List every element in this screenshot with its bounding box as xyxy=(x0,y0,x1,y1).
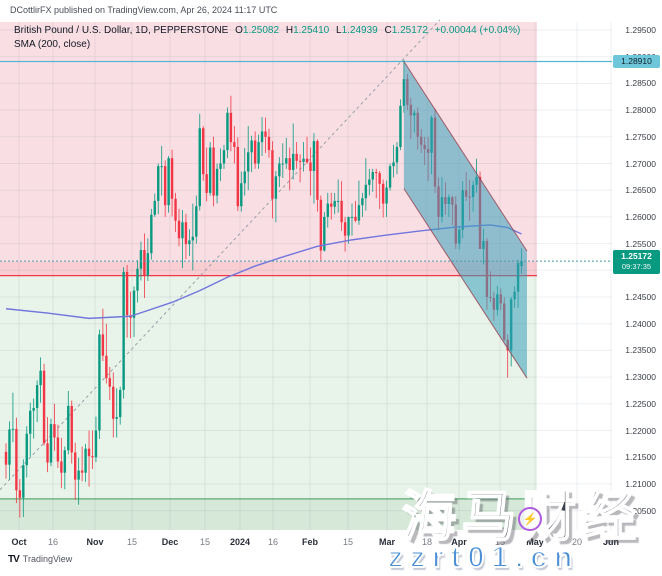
ohlc-high-value: 1.25410 xyxy=(293,25,330,36)
ohlc-high-label: H xyxy=(285,25,294,36)
price-axis-label: 1.28500 xyxy=(625,78,656,89)
time-axis-label: Apr xyxy=(451,537,467,547)
ohlc-low-label: L xyxy=(336,25,342,36)
time-axis-label: 15 xyxy=(199,537,211,547)
time-axis-label: Mar xyxy=(378,537,396,547)
indicator-legend-sma[interactable]: SMA (200, close) xyxy=(14,39,91,50)
price-axis-label: 1.22500 xyxy=(625,398,656,409)
price-axis-label: 1.22000 xyxy=(625,425,656,436)
price-axis-label: 1.27500 xyxy=(625,131,656,142)
time-axis-label: 15 xyxy=(126,537,138,547)
price-axis-label: 1.28000 xyxy=(625,105,656,116)
price-axis-label: 1.26000 xyxy=(625,211,656,222)
price-axis-label: 1.27000 xyxy=(625,158,656,169)
channel-lower-line xyxy=(403,188,528,379)
support-band xyxy=(0,498,537,530)
ohlc-open-value: 1.25082 xyxy=(242,25,280,36)
price-axis-label: 1.21500 xyxy=(625,452,656,463)
change-value: +0.00044 (+0.04%) xyxy=(434,25,521,36)
ohlc-close-value: 1.25172 xyxy=(391,25,428,36)
tradingview-logo-icon: TV xyxy=(8,554,20,565)
time-axis-label: 15 xyxy=(494,537,506,547)
symbol-title[interactable]: British Pound / U.S. Dollar, 1D, PEPPERS… xyxy=(14,25,229,36)
price-axis-label: 1.24500 xyxy=(625,292,656,302)
price-axis-label: 1.23000 xyxy=(625,372,656,383)
time-axis-label: 16 xyxy=(267,537,279,547)
supply-band xyxy=(0,261,537,276)
time-axis-label: 2024 xyxy=(229,537,251,547)
time-axis-label: Dec xyxy=(161,537,179,547)
price-axis-label: 1.26500 xyxy=(625,185,656,196)
price-axis-label: 1.29500 xyxy=(625,25,656,35)
descending-channel xyxy=(403,61,527,379)
price-axis-label: 1.25500 xyxy=(625,238,656,249)
time-axis-label: Feb xyxy=(301,537,319,547)
watermark-site-url: zzrt01.cn xyxy=(387,540,580,575)
time-axis-label: Nov xyxy=(86,537,104,547)
resistance-price-badge: 1.28910 xyxy=(613,55,660,68)
time-axis-label: 16 xyxy=(47,537,59,547)
time-axis-label: 18 xyxy=(421,537,433,547)
ohlc-low-value: 1.24939 xyxy=(341,25,378,36)
time-axis-label: Jun xyxy=(602,537,620,547)
time-axis-label: 15 xyxy=(342,537,354,547)
price-axis-label: 1.20500 xyxy=(625,505,656,516)
tradingview-brand-text: TradingView xyxy=(22,554,73,564)
rising-trendline-dashed xyxy=(0,19,441,491)
channel-upper-line xyxy=(403,61,528,252)
ohlc-close-label: C xyxy=(384,25,392,36)
chart-legend[interactable]: British Pound / U.S. Dollar, 1D, PEPPERS… xyxy=(14,25,520,36)
last-price-badge: 1.25172 09:37:35 xyxy=(613,250,660,274)
price-axis[interactable]: 1.295001.290001.285001.280001.275001.270… xyxy=(612,22,662,548)
time-axis-label: May xyxy=(526,537,544,547)
publisher-line: DCottlirFX published on TradingView.com,… xyxy=(10,5,278,15)
last-price-value: 1.25172 xyxy=(621,251,652,261)
bar-countdown-timer: 09:37:35 xyxy=(621,262,652,271)
tradingview-logo[interactable]: TV TradingView xyxy=(8,554,72,565)
price-axis-label: 1.23500 xyxy=(625,345,656,356)
lightning-bolt-icon: ⚡ xyxy=(518,507,542,531)
time-axis[interactable]: Oct 16 Nov 15 Dec 15 2024 16 Feb 15 Mar 18 Apr 15 May 2… xyxy=(0,530,619,548)
price-axis-label: 1.24000 xyxy=(625,318,656,329)
price-axis-label: 1.21000 xyxy=(625,478,656,489)
time-axis-label: 20 xyxy=(571,537,583,547)
ohlc-open-label: O xyxy=(235,25,243,36)
time-axis-label: Oct xyxy=(11,537,27,547)
